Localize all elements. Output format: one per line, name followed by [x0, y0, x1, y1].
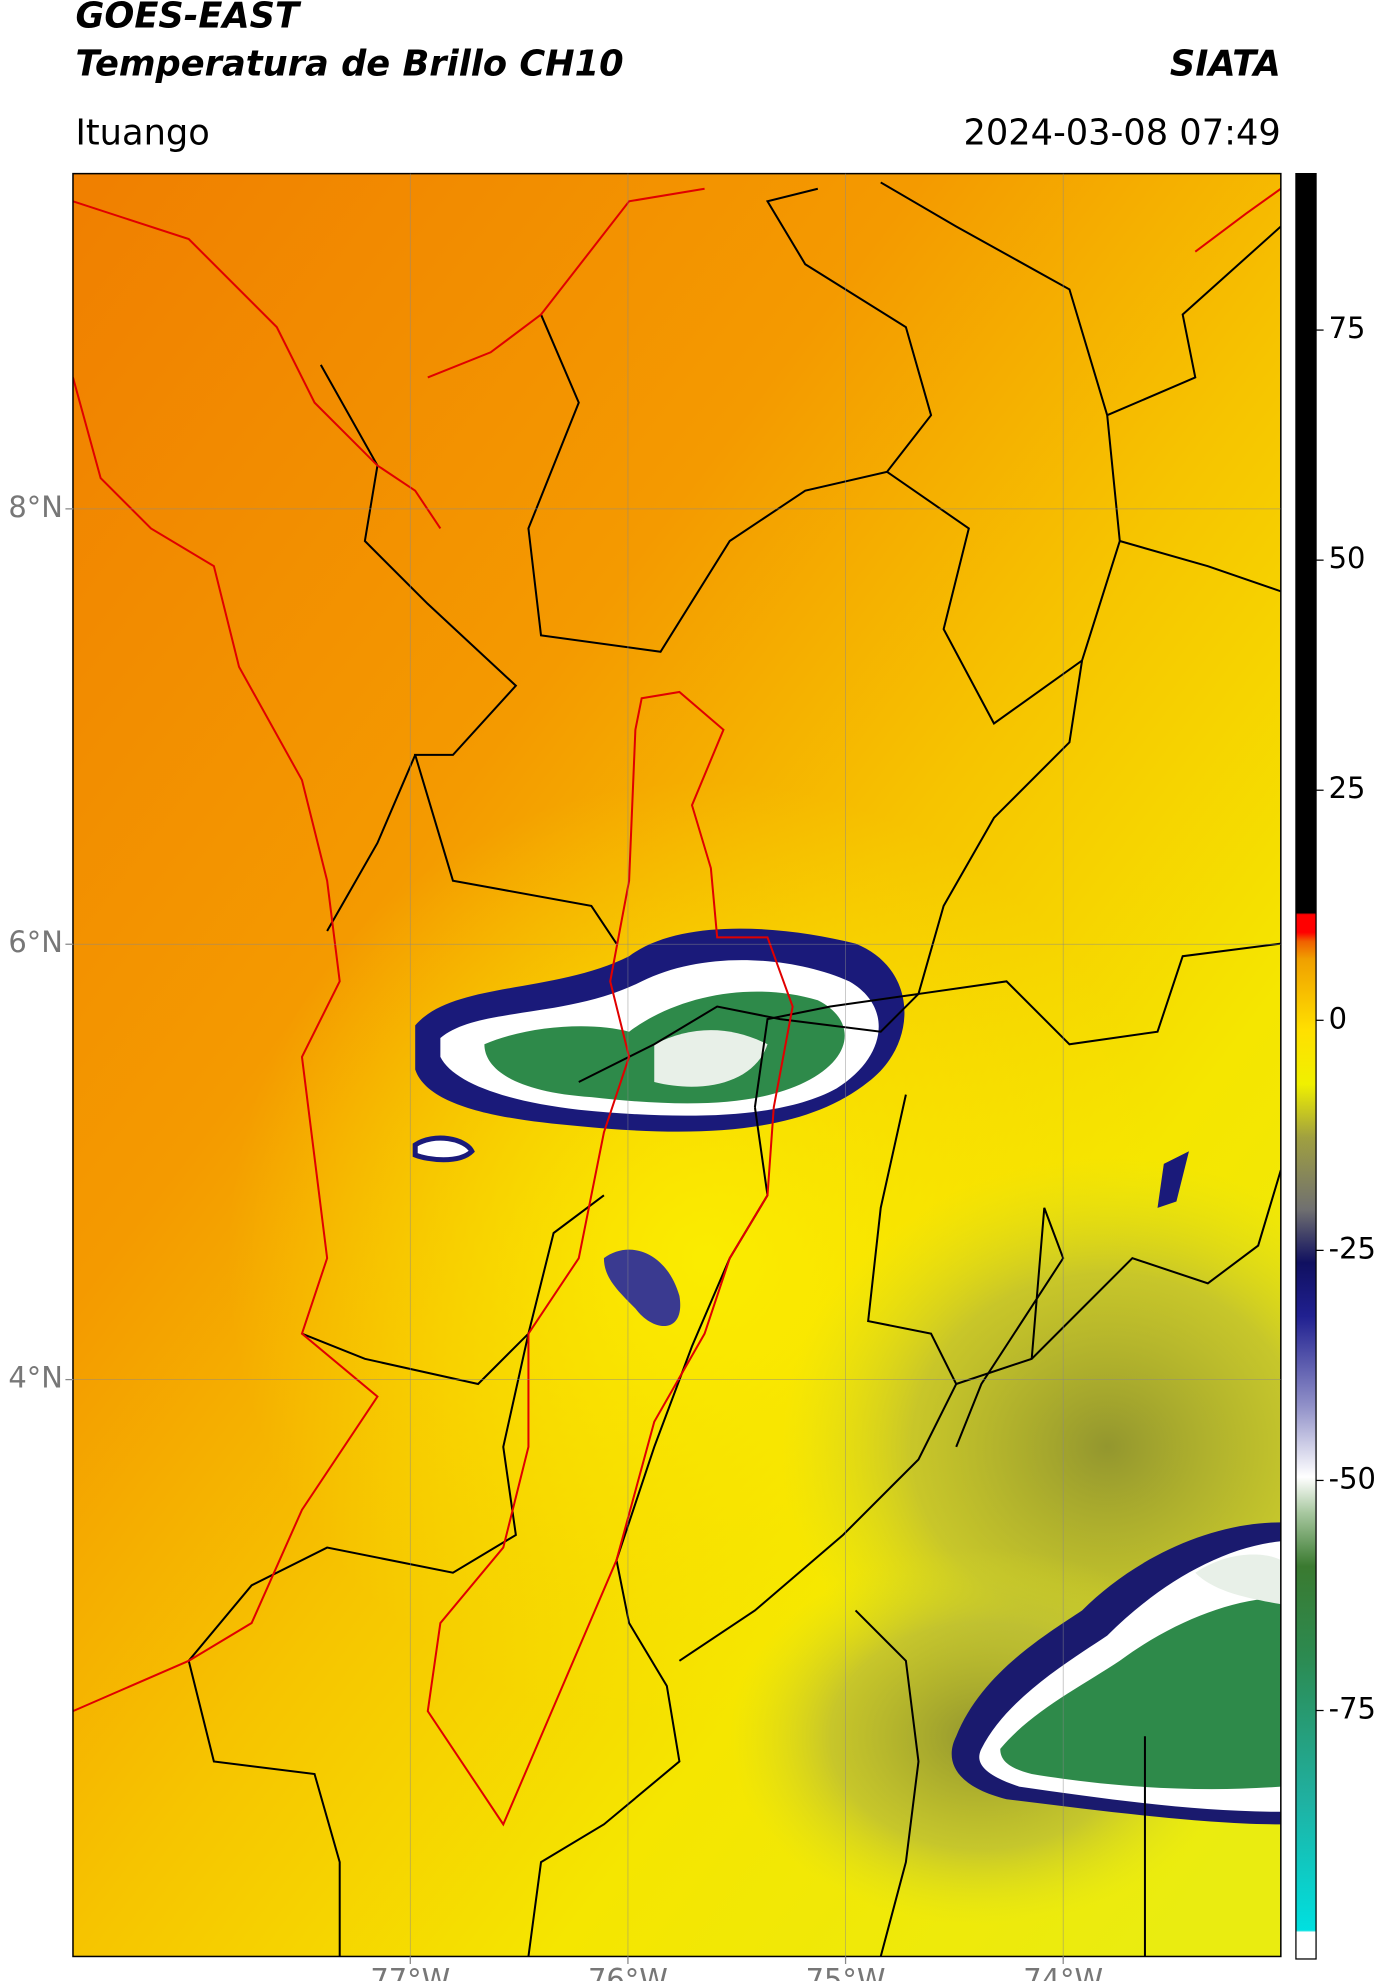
- x-tick-label: 75°W: [806, 1963, 886, 1981]
- colorbar-tick-label: 0: [1329, 1001, 1347, 1035]
- y-tick-label: 4°N: [8, 1361, 63, 1395]
- colorbar-tick-label: -25: [1329, 1231, 1376, 1265]
- colorbar-tick-label: 25: [1329, 771, 1366, 805]
- y-tick-label: 8°N: [8, 490, 63, 524]
- subtitle: Temperatura de Brillo CH10: [75, 43, 623, 84]
- colorbar-tick-label: -75: [1329, 1692, 1376, 1726]
- colorbar-tick-label: -50: [1329, 1461, 1376, 1495]
- y-tick-label: 6°N: [8, 925, 63, 959]
- satellite-image: [72, 173, 1281, 1957]
- map-frame: [72, 172, 1282, 1958]
- x-tick-label: 76°W: [588, 1963, 668, 1981]
- colorbar: [1295, 172, 1317, 1960]
- x-tick-label: 74°W: [1023, 1963, 1103, 1981]
- location: Ituango: [75, 113, 209, 154]
- colorbar-tick-label: 75: [1329, 311, 1366, 345]
- timestamp: 2024-03-08 07:49: [963, 113, 1280, 154]
- graticule: [65, 173, 1281, 1965]
- x-tick-label: 77°W: [370, 1963, 450, 1981]
- title: GOES-EAST: [75, 0, 302, 37]
- source: SIATA: [1170, 43, 1281, 84]
- colorbar-tick-label: 50: [1329, 541, 1366, 575]
